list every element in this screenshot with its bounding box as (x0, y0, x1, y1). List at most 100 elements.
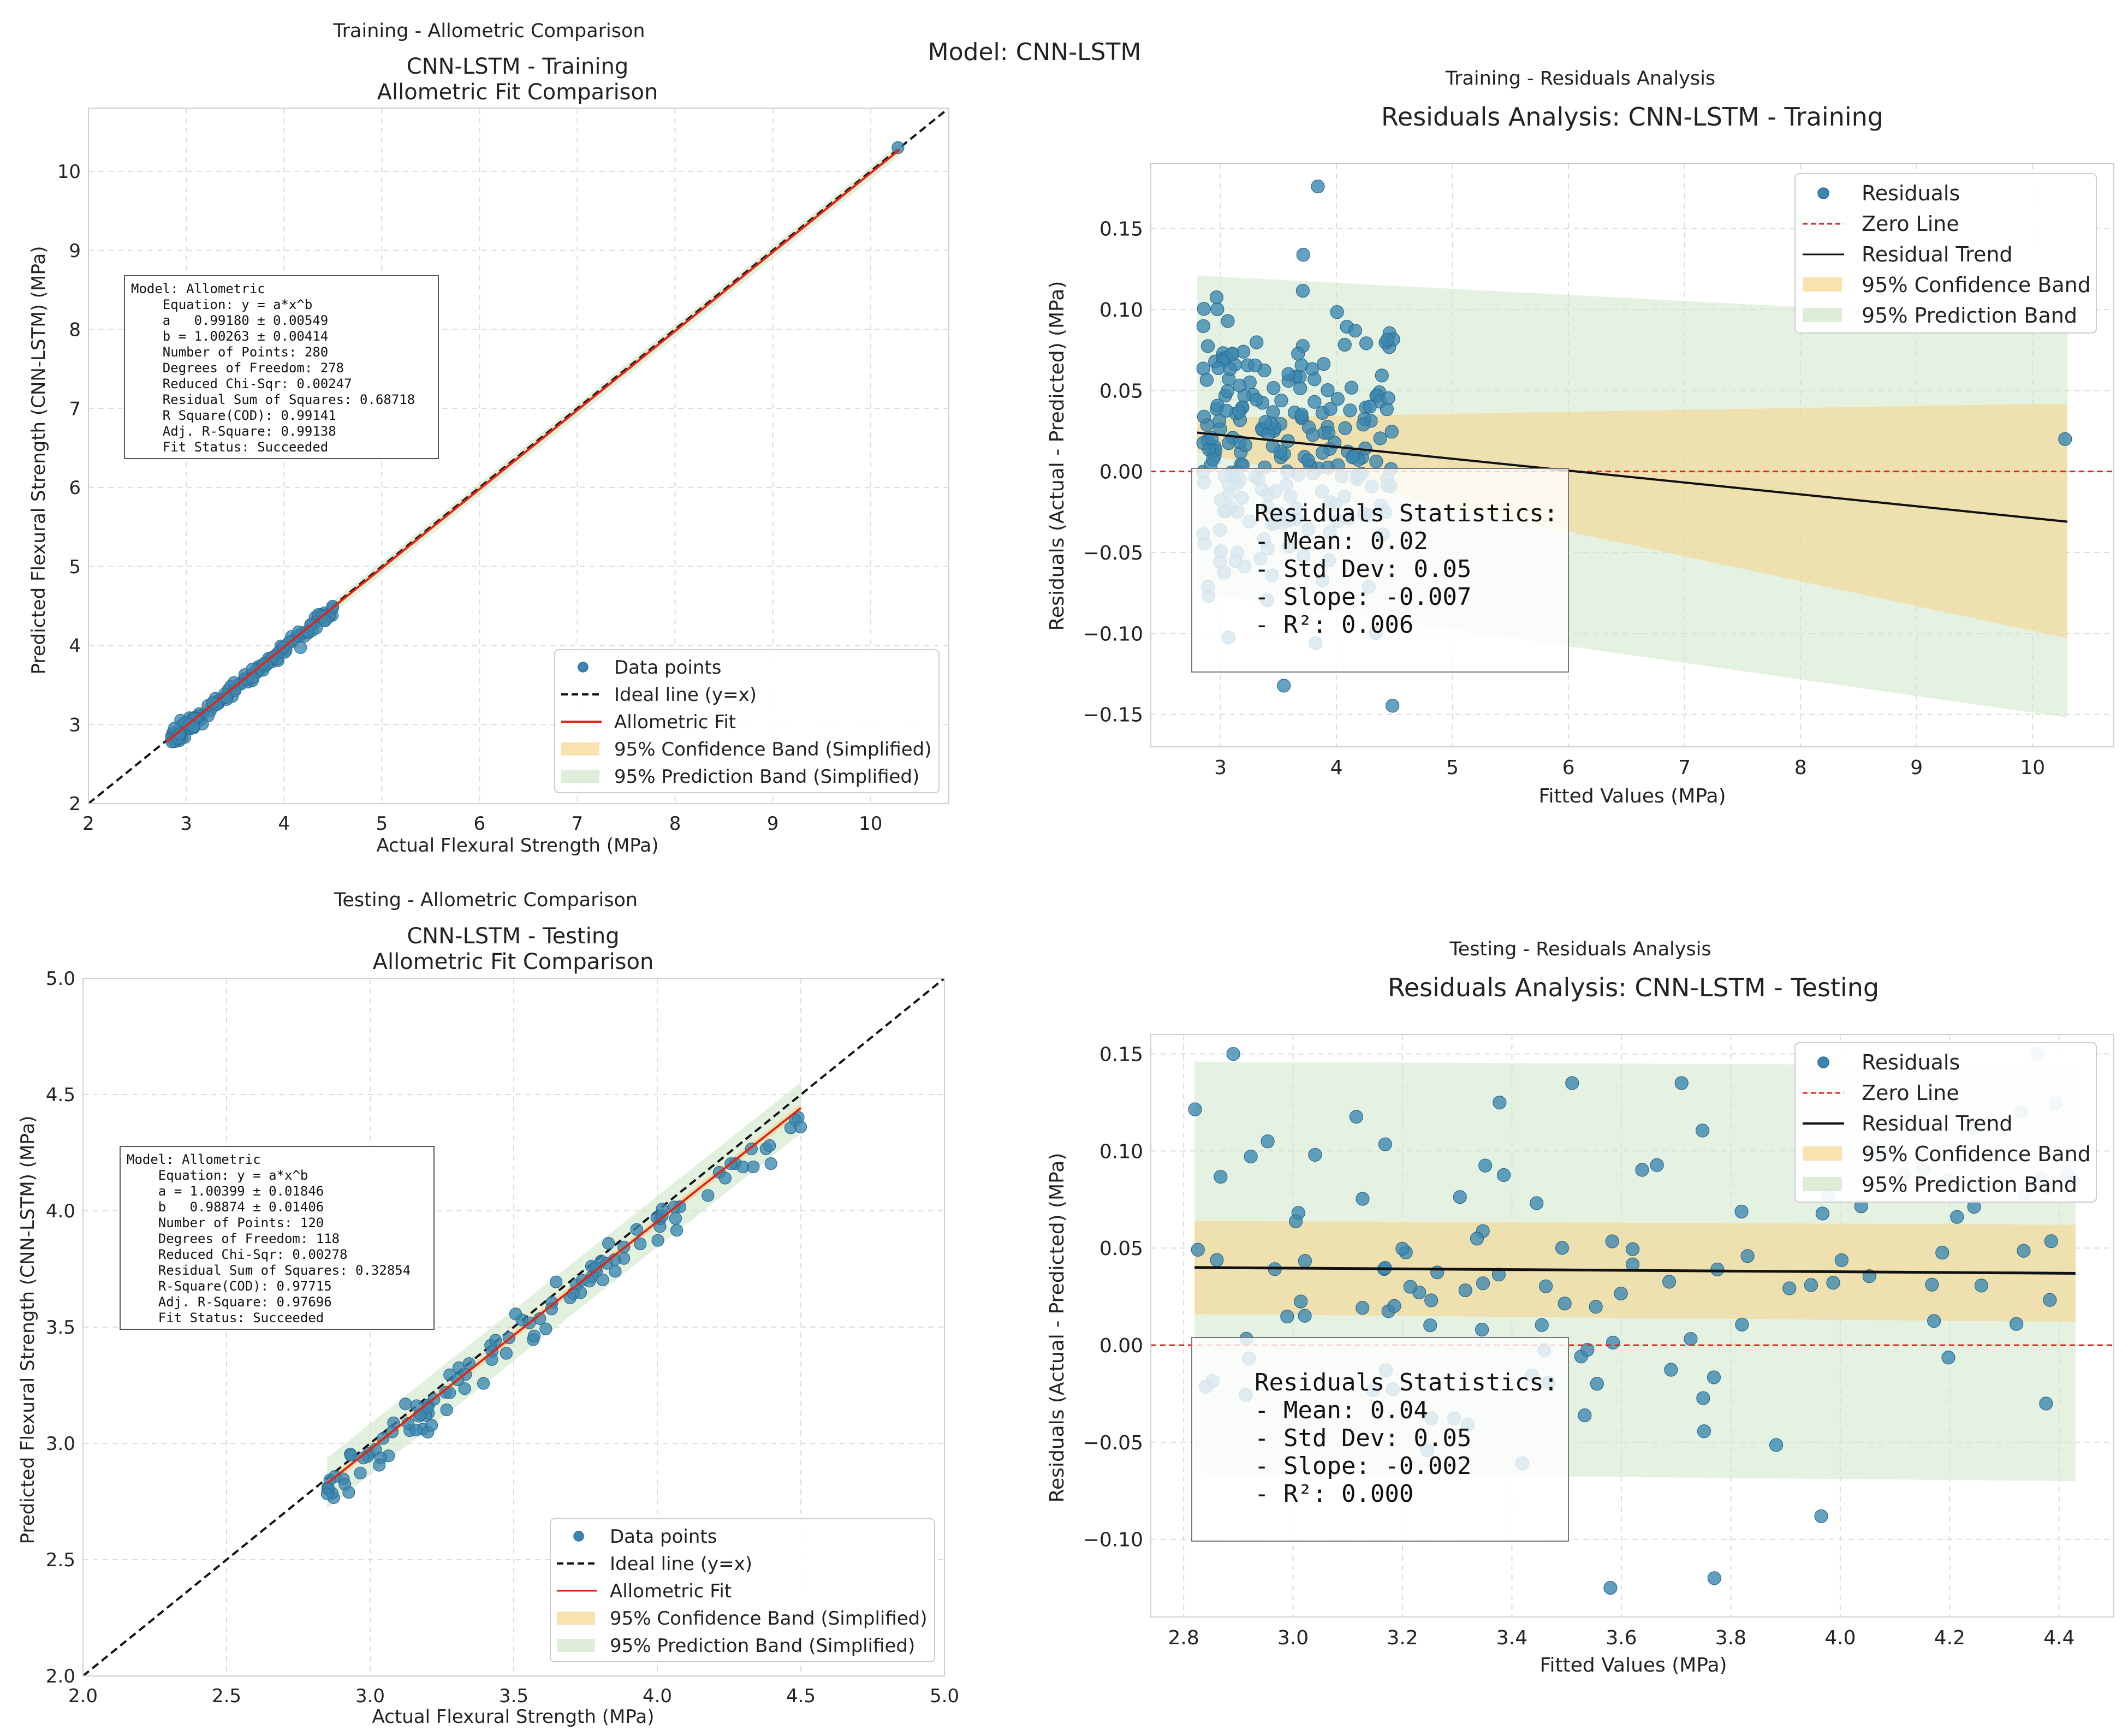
x-tick-label: 3.4 (1496, 1627, 1527, 1649)
residual-point (1274, 393, 1288, 408)
residual-point (1343, 403, 1357, 418)
residual-point (1707, 1571, 1721, 1585)
panel-training-residuals: Training - Residuals Analysis Residuals … (1046, 68, 2114, 807)
legend-marker-conf (561, 742, 599, 756)
residual-point (1293, 381, 1307, 395)
y-tick-label: −0.05 (1083, 1432, 1143, 1454)
legend-frame (554, 649, 940, 793)
x-tick-label: 4.2 (1934, 1627, 1965, 1649)
data-point (344, 1449, 358, 1462)
residual-point (1475, 1323, 1489, 1337)
residual-point (1191, 1242, 1205, 1257)
data-point (539, 1322, 552, 1335)
residual-point (1233, 378, 1247, 393)
data-point (477, 1377, 490, 1390)
data-point (373, 1459, 386, 1472)
residual-point (1395, 1241, 1410, 1256)
residual-point (1696, 1123, 1710, 1138)
residual-point (1277, 679, 1291, 693)
residual-point (1199, 373, 1214, 387)
y-axis-label: Residuals (Actual - Predicted) (MPa) (1046, 1153, 1068, 1503)
residual-point (1423, 1318, 1437, 1333)
x-tick-label: 3 (1214, 757, 1227, 779)
residual-point (1301, 453, 1315, 467)
stats-line: R-Square(COD): 0.97715 (127, 1279, 332, 1294)
data-point (630, 1223, 643, 1236)
legend: Residuals Zero Line Residual Trend 95% C… (1794, 1042, 2097, 1203)
confidence-band (1197, 403, 2067, 639)
y-tick-label: 0.00 (1099, 461, 1143, 484)
panel-window-title: Testing - Allometric Comparison (334, 889, 638, 911)
residual-point (1315, 445, 1330, 460)
legend-label: 95% Prediction Band (1862, 304, 2077, 328)
residual-point (1221, 314, 1235, 328)
y-axis-label: Predicted Flexural Strength (CNN-LSTM) (… (17, 1116, 39, 1544)
legend-marker-pred (561, 770, 599, 783)
y-tick-label: 0.05 (1099, 1238, 1143, 1260)
residual-point (1950, 1210, 1964, 1224)
data-point (670, 1224, 683, 1237)
legend-marker-conf (557, 1612, 595, 1625)
x-tick-label: 3.0 (355, 1685, 385, 1707)
residual-point (1211, 361, 1226, 376)
legend-label: Data points (610, 1526, 717, 1548)
x-tick-label: 2.0 (68, 1685, 98, 1707)
x-axis-label: Fitted Values (MPa) (1538, 785, 1726, 807)
stats-line: Degrees of Freedom: 118 (127, 1231, 340, 1246)
chart-subtitle: Allometric Fit Comparison (373, 949, 654, 974)
x-axis-label: Actual Flexural Strength (MPa) (372, 1706, 655, 1728)
residual-point (1359, 336, 1374, 350)
x-tick-label: 5.0 (930, 1685, 959, 1707)
y-tick-label: 6 (69, 477, 81, 499)
stats-line: Number of Points: 120 (127, 1215, 324, 1230)
residual-point (1496, 1168, 1511, 1182)
residual-point (1261, 1134, 1275, 1149)
x-tick-label: 3.8 (1715, 1627, 1746, 1649)
plot-content (83, 978, 944, 1676)
residual-point (1288, 1214, 1303, 1228)
legend: Data points Ideal line (y=x) Allometric … (550, 1518, 935, 1662)
stats-line: Adj. R-Square: 0.99138 (131, 424, 336, 439)
fit-stats-box: Model: Allometric Equation: y = a*x^b a … (124, 275, 439, 459)
tick-labels: 2.8 3.0 3.2 3.4 3.6 3.8 4.0 4.2 4.4 −0.10 −0.05 0.0… (1083, 1044, 2075, 1649)
residual-point (1606, 1335, 1620, 1349)
axes-frame (82, 978, 945, 1676)
residual-point (1735, 1317, 1749, 1331)
residual-point (1356, 418, 1370, 432)
legend-label: Zero Line (1862, 212, 1959, 236)
data-point (173, 727, 186, 741)
panel-window-title: Testing - Residuals Analysis (1449, 938, 1711, 960)
y-tick-label: 9 (69, 240, 81, 262)
legend-frame (1794, 173, 2097, 334)
stats-line: - Slope: -0.007 (1255, 583, 1471, 611)
residual-point (1321, 383, 1335, 397)
panel-training-allometric: Training - Allometric Comparison CNN-LST… (28, 20, 949, 857)
allometric-fit-line (166, 148, 901, 742)
residual-point (1311, 179, 1325, 194)
stats-line: b 0.98874 ± 0.01406 (127, 1199, 324, 1215)
residual-point (1635, 1163, 1649, 1177)
residual-point (1834, 1253, 1848, 1268)
stats-line: - Std Dev: 0.05 (1255, 555, 1471, 583)
plot-content (88, 108, 949, 804)
legend-label: Residuals (1862, 1050, 1960, 1074)
residual-point (1935, 1246, 1949, 1260)
stats-box-frame (1191, 468, 1569, 673)
data-point (602, 1236, 615, 1250)
legend-marker-conf (1803, 277, 1842, 292)
residual-point (1478, 1158, 1493, 1173)
stats-line: Fit Status: Succeeded (127, 1310, 324, 1325)
fit-stats-box: Model: Allometric Equation: y = a*x^b a … (120, 1146, 435, 1330)
data-point (669, 1212, 682, 1225)
y-axis-label: Residuals (Actual - Predicted) (MPa) (1046, 281, 1068, 631)
stats-line: Residuals Statistics: (1255, 1369, 1558, 1396)
data-point (891, 141, 905, 154)
legend-label: 95% Confidence Band (Simplified) (614, 739, 932, 760)
residual-point (1403, 1280, 1417, 1294)
data-point (489, 1334, 502, 1347)
legend-label: Ideal line (y=x) (614, 684, 757, 706)
residual-point (1538, 1279, 1553, 1293)
residual-point (1221, 436, 1236, 450)
residual-point (1684, 1332, 1698, 1346)
residual-point (1348, 324, 1362, 338)
